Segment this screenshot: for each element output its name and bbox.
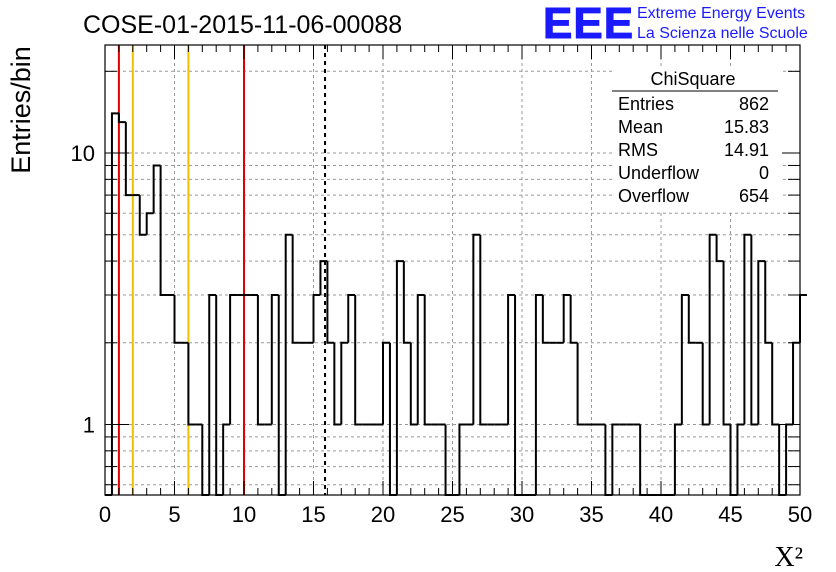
- stats-label-underflow: Underflow: [618, 163, 700, 183]
- logo-line-2: La Scienza nelle Scuole: [637, 25, 808, 42]
- x-tick-label: 5: [168, 502, 180, 527]
- histogram-bin: [799, 293, 807, 343]
- histogram-bin: [382, 341, 390, 425]
- histogram-bin: [409, 342, 418, 426]
- histogram-bin: [110, 112, 119, 495]
- logo-line-1: Extreme Energy Events: [637, 5, 805, 22]
- histogram-bin: [764, 261, 773, 344]
- marker-lines: [117, 45, 327, 495]
- histogram-bin: [750, 234, 759, 426]
- histogram-bin: [402, 261, 411, 344]
- x-axis-label: X²: [774, 542, 803, 572]
- histogram-bin: [416, 293, 425, 425]
- histogram-bin: [576, 342, 585, 426]
- stats-label-rms: RMS: [618, 140, 658, 160]
- histogram-bin: [479, 234, 488, 426]
- histogram-bin: [701, 342, 710, 426]
- stats-value-rms: 14.91: [724, 140, 769, 160]
- histogram-bin: [395, 260, 404, 495]
- histogram-bin: [173, 294, 182, 344]
- histogram-bin: [159, 165, 168, 296]
- histogram-bin: [145, 212, 154, 235]
- stats-box-title: ChiSquare: [650, 69, 735, 89]
- histogram-bin: [611, 423, 620, 495]
- histogram-bin: [270, 293, 279, 425]
- histogram-bin: [124, 122, 133, 197]
- stats-value-mean: 15.83: [724, 117, 769, 137]
- histogram-bin: [138, 195, 147, 236]
- histogram-bin: [680, 293, 689, 425]
- x-tick-label: 10: [232, 502, 256, 527]
- histogram-bin: [215, 294, 224, 496]
- histogram-bin: [507, 293, 516, 425]
- y-tick-label: 10: [71, 141, 95, 166]
- histogram-bin: [187, 342, 196, 426]
- stats-value-entries: 862: [739, 94, 769, 114]
- histogram-bin: [152, 164, 161, 214]
- histogram-bin: [757, 260, 766, 425]
- histogram-bin: [319, 260, 328, 295]
- x-tick-label: 20: [371, 502, 395, 527]
- histogram-bin: [354, 294, 363, 426]
- histogram-bin: [715, 234, 724, 263]
- histogram-bin: [736, 423, 745, 495]
- stats-label-overflow: Overflow: [618, 186, 690, 206]
- histogram-bin: [312, 293, 321, 343]
- x-tick-label: 0: [99, 502, 111, 527]
- histogram-bin: [534, 293, 543, 495]
- tick-labels: 0 5 10 15 20 25 30 35 40 45 50 1 10: [71, 141, 813, 527]
- x-tick-label: 45: [718, 502, 742, 527]
- histogram-bin: [347, 293, 356, 343]
- stats-value-overflow: 654: [739, 186, 769, 206]
- histogram-bin: [256, 294, 265, 426]
- grid-lines: [105, 45, 800, 495]
- histogram-bin: [514, 294, 522, 496]
- stats-box: ChiSquare Entries 862 Mean 15.83 RMS 14.…: [612, 67, 782, 212]
- histogram-bin: [771, 342, 780, 426]
- histogram-bin: [333, 342, 342, 426]
- histogram-bin: [423, 294, 432, 426]
- stats-label-entries: Entries: [618, 94, 674, 114]
- histogram-bin: [562, 293, 571, 343]
- stats-value-underflow: 0: [759, 163, 769, 183]
- stats-label-mean: Mean: [618, 117, 663, 137]
- y-tick-label: 1: [83, 413, 95, 438]
- histogram-bin: [708, 233, 717, 425]
- x-tick-label: 35: [579, 502, 603, 527]
- histogram-bin: [277, 294, 286, 496]
- eee-logo: EEE Extreme Energy Events La Scienza nel…: [543, 0, 808, 49]
- histogram-bin: [743, 233, 752, 425]
- x-tick-label: 30: [510, 502, 534, 527]
- histogram-bin: [222, 423, 231, 495]
- axis-ticks: [104, 45, 801, 495]
- x-tick-label: 25: [440, 502, 464, 527]
- histogram-bin: [722, 261, 731, 426]
- histogram-bin: [569, 294, 578, 344]
- histogram-bin: [291, 234, 300, 344]
- logo-mark: EEE: [543, 0, 634, 48]
- histogram-bin: [388, 342, 397, 496]
- x-tick-label: 40: [649, 502, 673, 527]
- y-axis-label: Entries/bin: [6, 46, 36, 174]
- x-tick-label: 15: [301, 502, 325, 527]
- histogram-bin: [117, 113, 126, 124]
- histogram-bin: [340, 341, 349, 425]
- histogram-bin: [541, 294, 550, 344]
- histogram-bin: [284, 233, 293, 495]
- histogram-bin: [687, 294, 696, 344]
- histogram-bin: [458, 423, 467, 495]
- histogram-bin: [208, 293, 217, 495]
- histogram-bin: [326, 261, 335, 344]
- histogram-bin: [792, 341, 800, 425]
- histogram-bin: [472, 233, 481, 425]
- histogram-bin: [229, 293, 238, 425]
- x-tick-label: 50: [788, 502, 812, 527]
- histogram-bin: [673, 423, 682, 495]
- chart-title: COSE-01-2015-11-06-00088: [83, 11, 402, 39]
